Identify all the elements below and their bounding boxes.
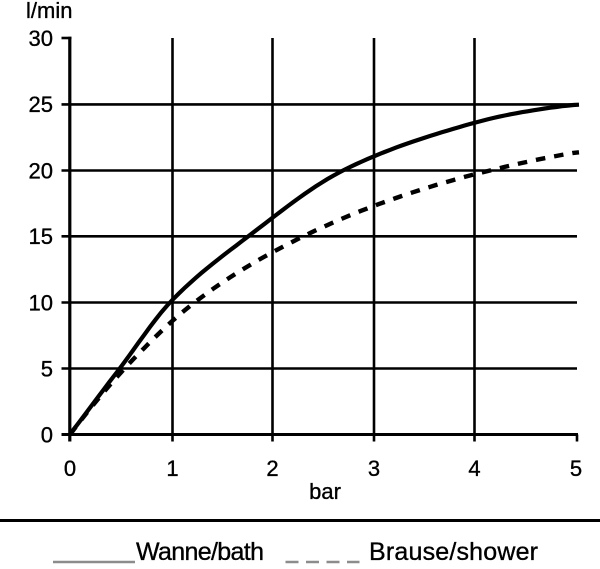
svg-text:5: 5: [41, 356, 53, 381]
svg-text:Wanne/bath: Wanne/bath: [136, 538, 264, 564]
svg-text:5: 5: [570, 456, 582, 481]
svg-text:0: 0: [41, 422, 53, 447]
svg-text:10: 10: [29, 290, 53, 315]
svg-text:20: 20: [29, 158, 53, 183]
svg-text:0: 0: [64, 456, 76, 481]
svg-text:1: 1: [166, 456, 178, 481]
svg-text:4: 4: [468, 456, 480, 481]
svg-text:15: 15: [29, 224, 53, 249]
svg-text:25: 25: [29, 92, 53, 117]
svg-text:bar: bar: [309, 479, 341, 504]
svg-text:30: 30: [29, 26, 53, 51]
svg-text:l/min: l/min: [26, 0, 72, 23]
svg-text:2: 2: [266, 456, 278, 481]
svg-text:Brause/shower: Brause/shower: [369, 538, 538, 564]
svg-text:3: 3: [368, 456, 380, 481]
